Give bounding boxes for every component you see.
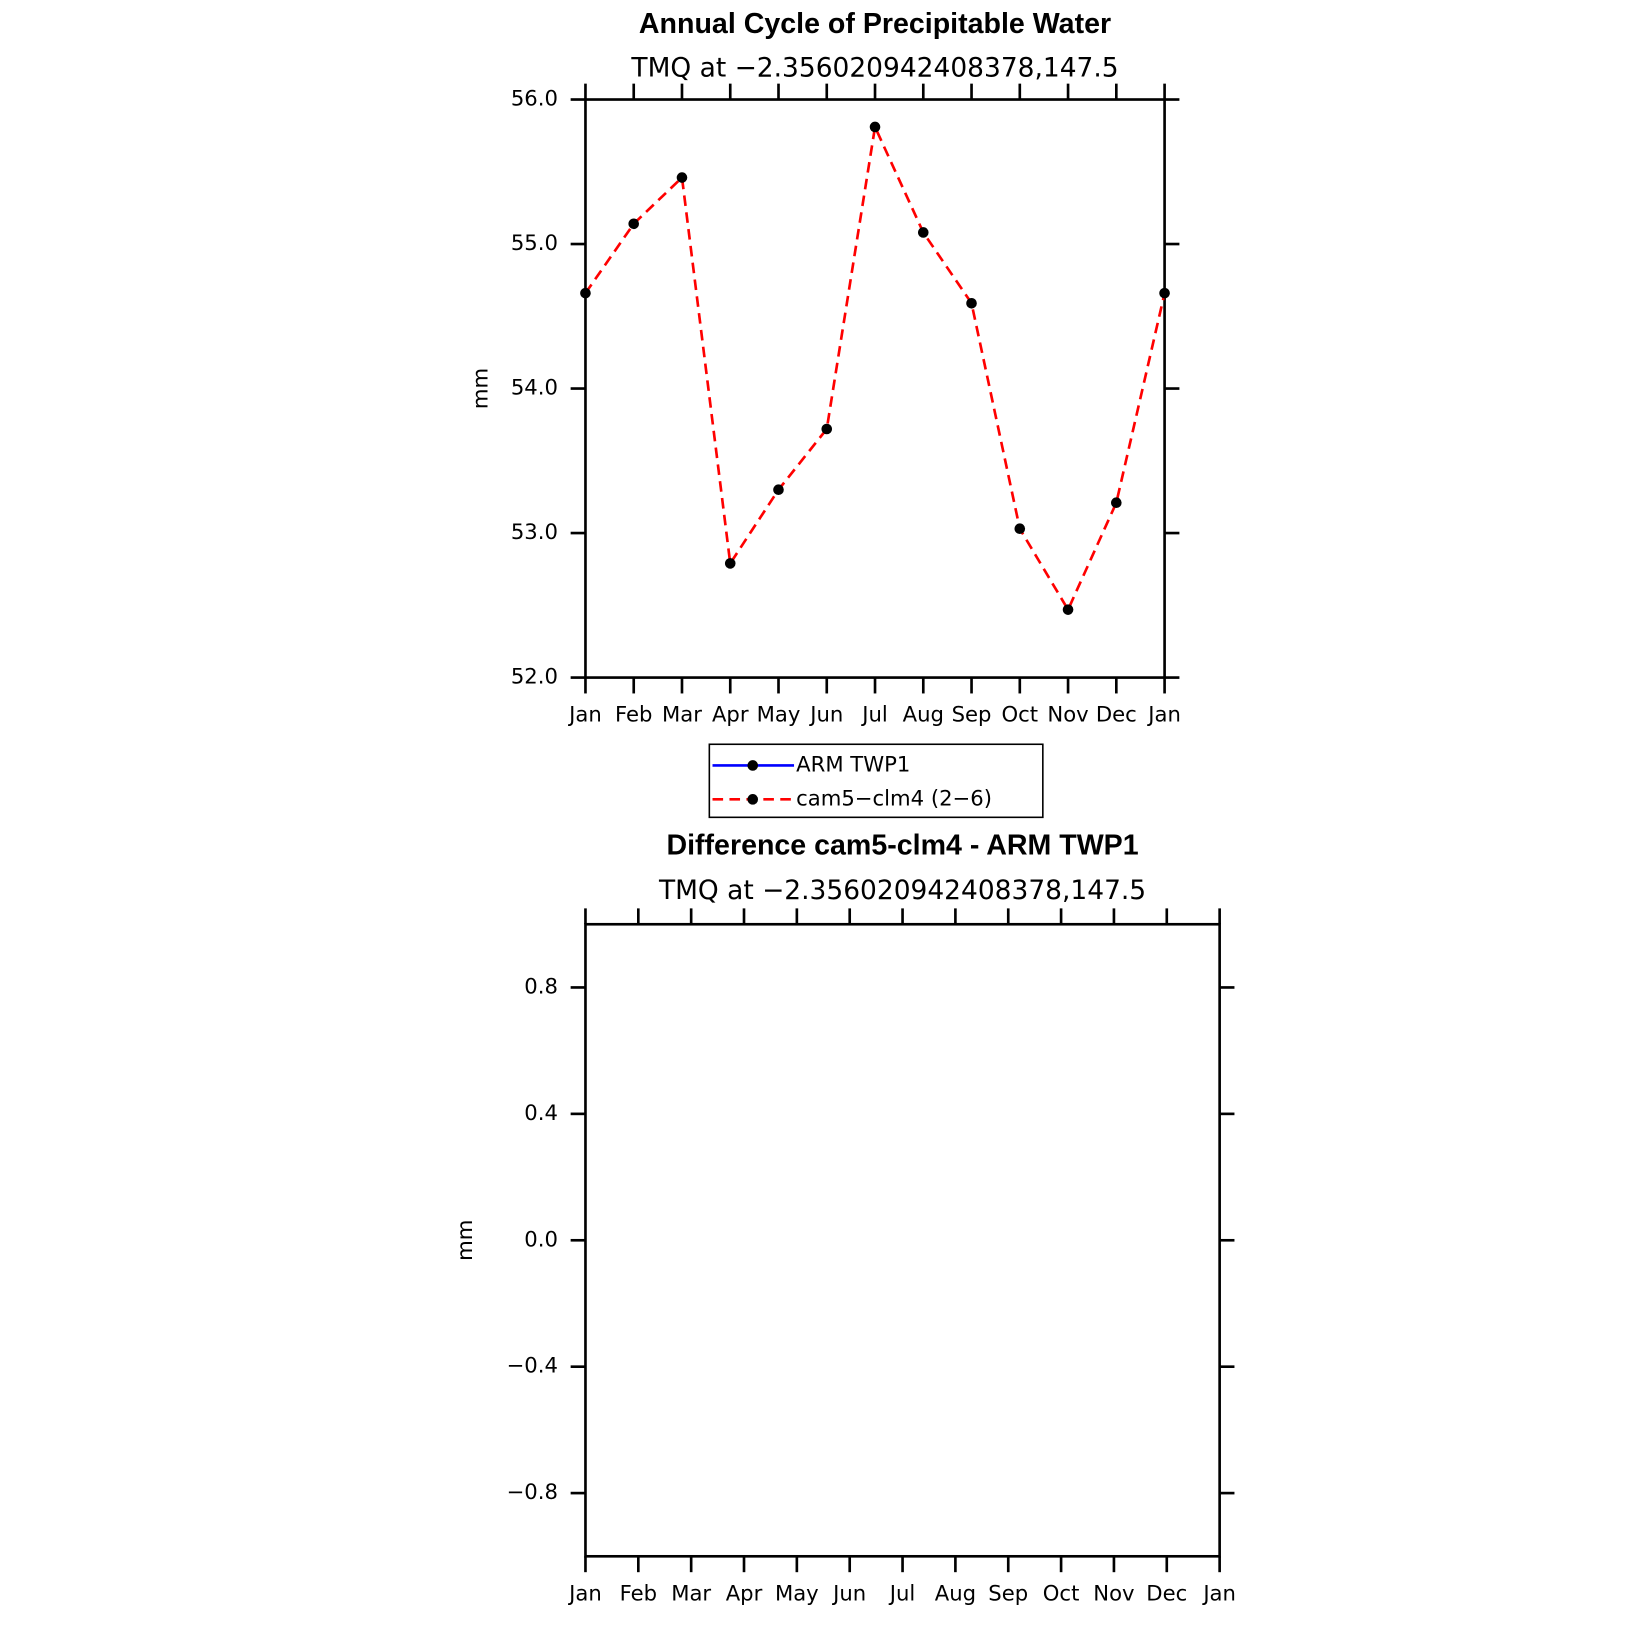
data-point: [869, 121, 881, 133]
legend-label: ARM TWP1: [796, 751, 910, 776]
legend-marker: [747, 794, 759, 805]
x-tick-label: Apr: [726, 1580, 763, 1605]
y-tick-label: −0.8: [507, 1479, 558, 1504]
x-tick-label: Dec: [1096, 702, 1137, 727]
x-tick-label: Jun: [831, 1580, 866, 1605]
chart-title: Difference cam5-clm4 - ARM TWP1: [666, 830, 1138, 862]
data-point: [821, 423, 833, 435]
legend-label: cam5−clm4 (2−6): [796, 785, 992, 810]
x-tick-label: Oct: [1043, 1580, 1080, 1605]
chart-subtitle: TMQ at −2.356020942408378,147.5: [630, 52, 1118, 83]
data-point: [628, 218, 640, 230]
y-tick-label: 55.0: [511, 230, 558, 255]
y-tick-label: 53.0: [511, 519, 558, 544]
x-tick-label: Jul: [860, 702, 888, 727]
y-tick-label: 52.0: [511, 664, 558, 689]
x-tick-label: Nov: [1047, 702, 1088, 727]
y-axis-label: mm: [468, 368, 493, 409]
x-tick-label: Feb: [615, 702, 652, 727]
x-tick-label: Jan: [567, 1580, 602, 1605]
chart-title: Annual Cycle of Precipitable Water: [639, 8, 1111, 40]
data-point: [724, 558, 736, 569]
x-tick-label: Nov: [1093, 1580, 1134, 1605]
y-tick-label: 56.0: [511, 86, 558, 111]
x-tick-label: May: [757, 702, 801, 727]
data-point: [1014, 523, 1026, 535]
legend-marker: [747, 760, 759, 771]
x-tick-label: Dec: [1146, 1580, 1187, 1605]
data-point: [966, 297, 977, 309]
x-tick-label: Jan: [1201, 1580, 1236, 1605]
x-tick-label: Jan: [567, 702, 602, 727]
x-tick-label: Sep: [952, 702, 992, 727]
legend-box: [708, 743, 1044, 819]
x-tick-label: Mar: [662, 702, 702, 727]
x-tick-label: Apr: [712, 702, 749, 727]
chart-subtitle: TMQ at −2.356020942408378,147.5: [658, 875, 1146, 906]
series-line: [584, 122, 1166, 613]
x-tick-label: Mar: [671, 1580, 711, 1605]
data-point: [580, 287, 591, 299]
data-point: [1111, 497, 1122, 509]
x-tick-label: Sep: [988, 1580, 1028, 1605]
plot-frame: [584, 922, 1221, 1558]
x-tick-label: Jan: [1146, 702, 1181, 727]
x-tick-label: Aug: [935, 1580, 976, 1605]
data-point: [1062, 604, 1074, 615]
x-tick-label: Feb: [620, 1580, 657, 1605]
data-point: [1159, 287, 1170, 299]
data-point: [773, 484, 784, 495]
x-tick-label: Jul: [888, 1580, 916, 1605]
y-tick-label: 0.4: [524, 1100, 558, 1125]
x-tick-label: Oct: [1002, 702, 1039, 727]
y-tick-label: 0.0: [524, 1226, 558, 1251]
y-axis-label: mm: [452, 1220, 477, 1261]
data-point: [917, 227, 929, 238]
data-point: [676, 172, 688, 183]
x-tick-label: Aug: [903, 702, 944, 727]
y-tick-label: 0.8: [524, 973, 558, 998]
x-tick-label: Jun: [808, 702, 843, 727]
y-tick-label: 54.0: [511, 375, 558, 400]
x-tick-label: May: [775, 1580, 819, 1605]
y-tick-label: −0.4: [507, 1353, 558, 1378]
